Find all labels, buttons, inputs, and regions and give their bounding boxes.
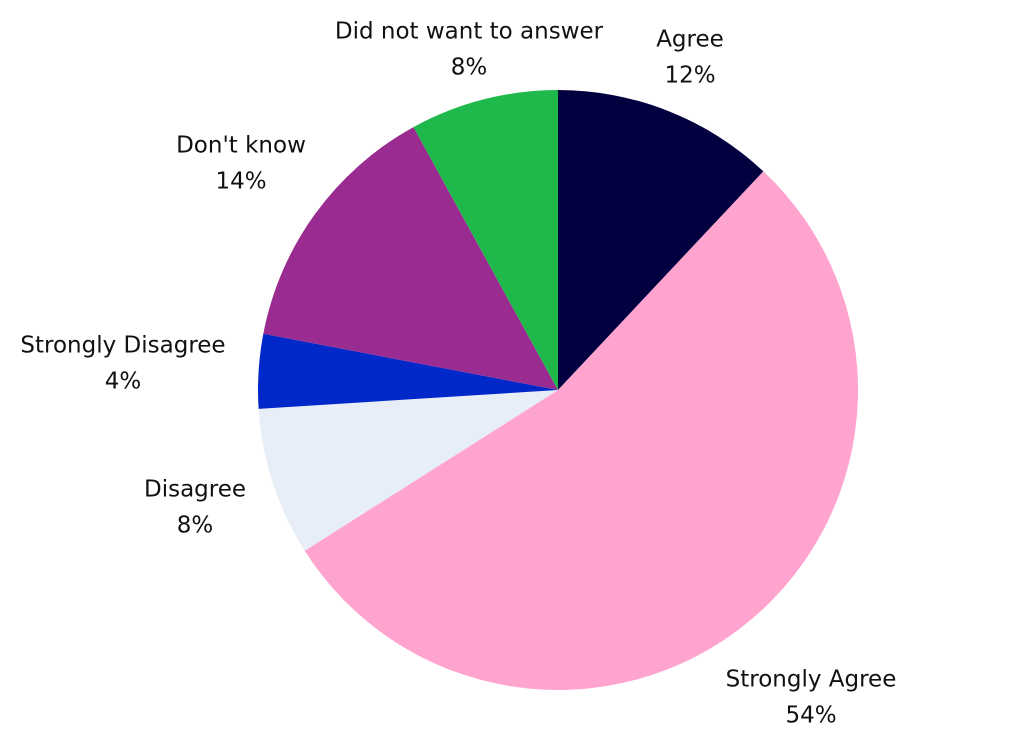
slice-value-label: 54% — [785, 703, 836, 729]
pie-slice — [558, 90, 764, 390]
pie-slice — [413, 90, 558, 390]
slice-label: Agree — [656, 27, 724, 53]
slice-label: Don't know — [176, 133, 306, 159]
pie-slice — [258, 390, 558, 551]
slice-label: Strongly Agree — [726, 667, 897, 693]
slice-label: Strongly Disagree — [20, 333, 225, 359]
pie-slice — [257, 333, 558, 409]
pie-slice — [304, 171, 858, 690]
slice-value-label: 4% — [105, 369, 142, 395]
slice-label: Did not want to answer — [335, 19, 604, 45]
slice-value-label: 14% — [215, 169, 266, 195]
slice-value-label: 12% — [664, 63, 715, 89]
slice-label: Disagree — [144, 477, 246, 503]
slice-value-label: 8% — [177, 513, 214, 539]
slice-value-label: 8% — [451, 55, 488, 81]
pie-slice — [263, 127, 558, 390]
